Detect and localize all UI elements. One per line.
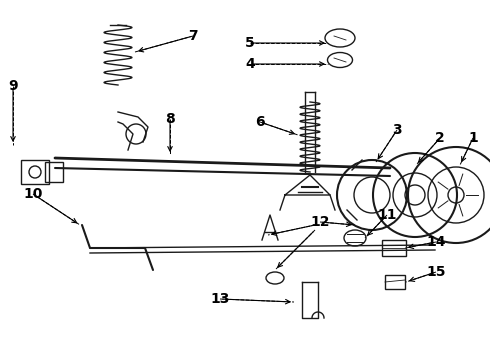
Text: 6: 6 xyxy=(255,115,265,129)
Text: 4: 4 xyxy=(245,57,255,71)
Text: 14: 14 xyxy=(426,235,446,249)
Text: 7: 7 xyxy=(188,29,198,43)
Text: 5: 5 xyxy=(245,36,255,50)
Text: 15: 15 xyxy=(426,265,446,279)
Text: 11: 11 xyxy=(377,208,397,222)
Text: 1: 1 xyxy=(468,131,478,145)
Text: 8: 8 xyxy=(165,112,175,126)
Text: 3: 3 xyxy=(392,123,402,137)
Bar xyxy=(21,160,49,184)
Bar xyxy=(45,162,63,182)
Text: 9: 9 xyxy=(8,79,18,93)
Bar xyxy=(382,240,406,256)
Text: 12: 12 xyxy=(310,215,330,229)
Text: 10: 10 xyxy=(24,187,43,201)
Text: 13: 13 xyxy=(210,292,230,306)
Bar xyxy=(385,275,405,289)
Text: 2: 2 xyxy=(435,131,445,145)
